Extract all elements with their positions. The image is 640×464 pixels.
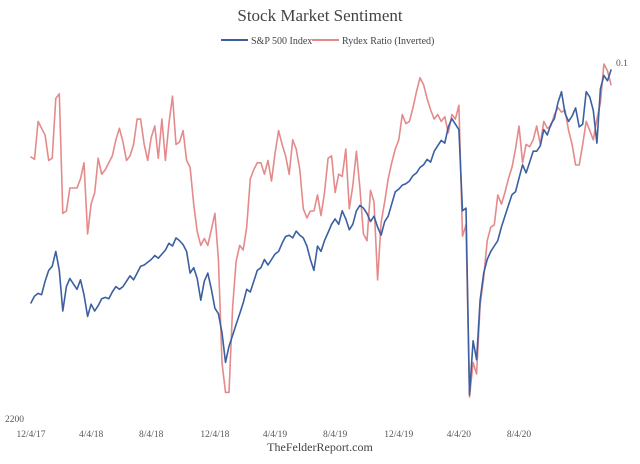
right-axis-label: 0.1 [616,59,628,69]
rydex-ratio-line [30,63,612,398]
x-tick-label: 12/4/17 [16,430,45,440]
x-tick-label: 4/4/20 [447,430,472,440]
x-tick-label: 4/4/18 [79,430,104,440]
source-credit: TheFelderReport.com [267,440,373,454]
x-tick-label: 8/4/18 [139,430,164,440]
legend-label-rydex: Rydex Ratio (Inverted) [342,36,434,47]
legend-label-sp500: S&P 500 Index [251,36,312,47]
left-axis-label: 2200 [5,415,24,425]
x-tick-label: 12/4/18 [200,430,229,440]
x-tick-label: 4/4/19 [263,430,288,440]
legend: S&P 500 Index Rydex Ratio (Inverted) [221,36,434,47]
x-tick-label: 8/4/20 [507,430,532,440]
x-tick-label: 12/4/19 [384,430,413,440]
x-axis-ticks: 12/4/17 4/4/18 8/4/18 12/4/18 4/4/19 8/4/19 12… [16,430,531,440]
x-tick-label: 8/4/19 [323,430,348,440]
sp500-line [30,69,612,396]
chart-title: Stock Market Sentiment [237,6,403,25]
series-layer [30,63,612,398]
